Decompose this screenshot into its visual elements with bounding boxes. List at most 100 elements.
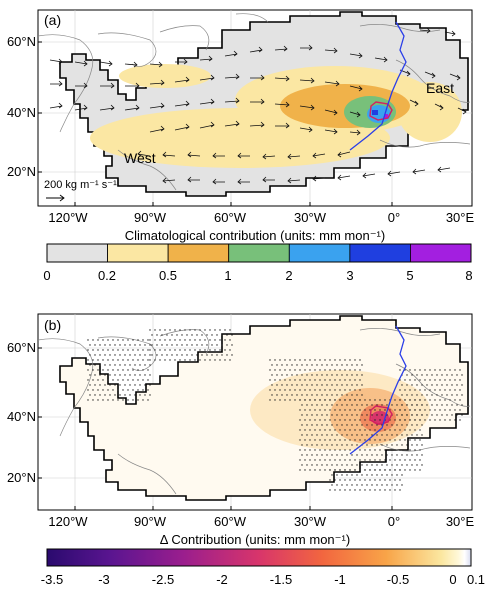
stipple-dot [329,449,331,451]
stipple-dot [329,379,331,381]
stipple-dot [424,419,426,421]
stipple-dot [114,374,116,376]
stipple-dot [356,404,358,406]
stipple-dot [194,349,196,351]
stipple-dot [361,484,363,486]
stipple-dot [314,429,316,431]
stipple-dot [401,414,403,416]
lon-label-120w: 120°W [48,210,88,225]
stipple-dot [339,409,341,411]
stipple-dot [346,434,348,436]
stipple-dot [334,479,336,481]
stipple-dot [321,454,323,456]
stipple-dot [149,384,151,386]
stipple-dot [219,339,221,341]
stipple-dot [399,369,401,371]
stipple-dot [139,394,141,396]
stipple-dot [446,374,448,376]
stipple-dot [204,329,206,331]
stipple-dot [426,394,428,396]
stipple-dot [436,394,438,396]
stipple-dot [149,354,151,356]
stipple-dot [344,379,346,381]
cb-b-tick: 0.1 [467,572,485,587]
stipple-dot [311,414,313,416]
stipple-dot [376,474,378,476]
region-east-label: East [426,80,454,96]
colorbar-a-swatches [46,243,472,263]
stipple-dot [117,369,119,371]
stipple-dot [334,489,336,491]
contribution-purple [384,114,388,118]
panel-a-lat-labels: 60°N 40°N 20°N [7,34,36,179]
stipple-dot [351,404,353,406]
stipple-dot [326,404,328,406]
stipple-dot [97,339,99,341]
stipple-dot [109,384,111,386]
stipple-dot [416,374,418,376]
stipple-dot [311,374,313,376]
cb-a-tick: 0 [43,268,50,283]
stipple-dot [374,489,376,491]
cb-a-tick: 0.2 [98,268,116,283]
stipple-dot [306,444,308,446]
stipple-dot [89,394,91,396]
stipple-dot [196,334,198,336]
stipple-dot [349,439,351,441]
stipple-dot [112,369,114,371]
stipple-dot [364,429,366,431]
stipple-dot [364,449,366,451]
stipple-dot [386,424,388,426]
stipple-dot [354,369,356,371]
stipple-dot [301,454,303,456]
stipple-dot [321,424,323,426]
stipple-dot [299,419,301,421]
colorbar-a-ticks: 0 0.2 0.5 1 2 3 5 8 [43,268,472,283]
stipple-dot [139,354,141,356]
stipple-dot [371,424,373,426]
stipple-dot [92,399,94,401]
cb-a-tick: 8 [465,268,472,283]
stipple-dot [316,464,318,466]
stipple-dot [329,399,331,401]
cb-b-tick: -1 [334,572,346,587]
stipple-dot [359,359,361,361]
stipple-dot [369,429,371,431]
lat-label-40n: 40°N [7,105,36,120]
stipple-dot [301,394,303,396]
stipple-dot [119,384,121,386]
stipple-dot [336,444,338,446]
stipple-dot [117,349,119,351]
stipple-dot [134,384,136,386]
stipple-dot [209,349,211,351]
stipple-dot [459,419,461,421]
stipple-dot [281,364,283,366]
stipple-dot [436,414,438,416]
stipple-dot [137,389,139,391]
stipple-dot [409,469,411,471]
stipple-dot [214,349,216,351]
stipple-dot [389,479,391,481]
stipple-dot [369,399,371,401]
contribution-yellow-east [398,82,462,142]
stipple-dot [346,484,348,486]
stipple-dot [429,379,431,381]
stipple-dot [149,359,151,361]
stipple-dot [326,384,328,386]
stipple-dot [436,384,438,386]
stipple-dot [309,439,311,441]
stipple-dot [374,399,376,401]
stipple-dot [201,354,203,356]
stipple-dot [441,404,443,406]
stipple-dot [304,399,306,401]
stipple-dot [321,444,323,446]
stipple-dot [416,454,418,456]
stipple-dot [324,389,326,391]
stipple-dot [107,369,109,371]
stipple-dot [109,344,111,346]
stipple-dot [99,344,101,346]
stipple-dot [274,399,276,401]
stipple-dot [281,394,283,396]
stipple-dot [351,374,353,376]
stipple-dot [127,349,129,351]
